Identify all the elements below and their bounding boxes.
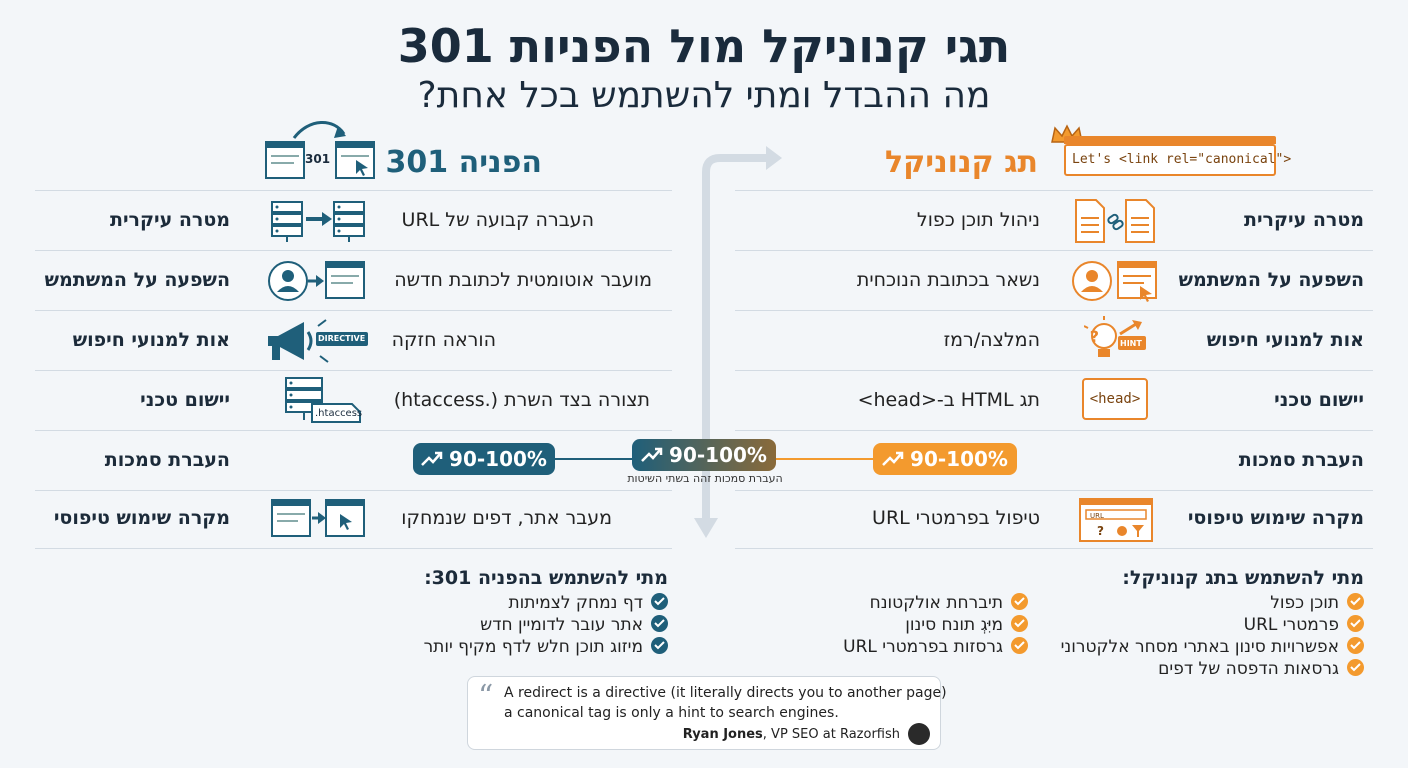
row-label-redirect: יישום טכני — [140, 389, 230, 411]
divider — [35, 490, 672, 491]
quote-mark-icon: “ — [478, 679, 494, 714]
server-transfer-icon — [268, 198, 368, 248]
divider — [35, 370, 672, 371]
hint-lightbulb-icon: ? — [1083, 316, 1148, 370]
divider — [735, 548, 1373, 549]
row-label-canonical: מטרה עיקרית — [1243, 209, 1364, 231]
row-label-canonical: יישום טכני — [1274, 389, 1364, 411]
divider — [735, 250, 1373, 251]
shared-authority-badge: 90-100% — [632, 439, 776, 471]
when-canonical-item: אפשרויות סינון באתרי מסחר אלקטרוני — [1061, 636, 1364, 658]
user-stays-icon — [1072, 258, 1160, 308]
divider — [735, 430, 1373, 431]
canonical-authority-badge: 90-100% — [873, 443, 1017, 475]
redirect-301-icon-label: 301 — [305, 152, 331, 166]
directive-icon-label: DIRECTIVE — [318, 334, 366, 343]
authority-note: העברת סמכות זהה בשתי השיטות — [627, 472, 783, 485]
trend-up-icon — [641, 447, 663, 462]
canonical-value: המלצה/רמז — [943, 329, 1040, 351]
check-icon — [651, 636, 668, 654]
head-tag-icon: <head> — [1082, 378, 1148, 420]
canonical-value: תג HTML ב-<head> — [857, 389, 1040, 411]
divider — [35, 548, 672, 549]
canonical-value: טיפול בפרמטרי URL — [872, 507, 1040, 529]
redirect-value: תצורה בצד השרת (.htaccess) — [393, 389, 650, 411]
divider — [35, 310, 672, 311]
divider — [735, 310, 1373, 311]
row-label-redirect: אות למנועי חיפוש — [72, 329, 230, 351]
divider — [735, 190, 1373, 191]
canonical-code-sample: Let's <link rel="canonical"> — [1064, 136, 1291, 176]
row-label-canonical: מקרה שימוש טיפוסי — [1187, 507, 1364, 529]
row-label-redirect: השפעה על המשתמש — [44, 269, 230, 291]
redirect-value: הוראה חזקה — [391, 329, 496, 351]
redirect-authority-badge: 90-100% — [413, 443, 555, 475]
check-icon — [1011, 592, 1028, 610]
hint-icon-label: HINT — [1120, 339, 1142, 348]
when-redirect-item: אתר עובר לדומיין חדש — [480, 614, 668, 636]
trend-up-icon — [882, 451, 904, 466]
url-icon-label: URL — [1090, 512, 1104, 520]
canonical-heading: תג קנוניקל — [885, 145, 1038, 180]
svg-text:?: ? — [1090, 327, 1099, 346]
connector-line — [555, 458, 635, 460]
canonical-value: ניהול תוכן כפול — [916, 209, 1040, 231]
when-canonical-item: מיִּגְ תונח סינון — [905, 614, 1028, 636]
divider — [735, 490, 1373, 491]
check-icon — [1347, 592, 1364, 610]
megaphone-directive-icon — [264, 316, 372, 370]
svg-text:?: ? — [1097, 524, 1104, 538]
divider — [35, 250, 672, 251]
row-label-redirect: מקרה שימוש טיפוסי — [53, 507, 230, 529]
divider — [35, 190, 672, 191]
quote-line: A redirect is a directive (it literally … — [504, 685, 947, 701]
page-subtitle: מה ההבדל ומתי להשתמש בכל אחת? — [417, 75, 991, 116]
check-icon — [1011, 614, 1028, 632]
when-redirect-item: דף נמחק לצמיתות — [508, 592, 668, 614]
check-icon — [651, 614, 668, 632]
page-title: תגי קנוניקל מול הפניות 301 — [397, 19, 1011, 73]
divider — [735, 370, 1373, 371]
when-canonical-title: מתי להשתמש בתג קנוניקל: — [1122, 567, 1364, 589]
row-label-redirect: מטרה עיקרית — [109, 209, 230, 231]
check-icon — [651, 592, 668, 610]
redirect-value: מועבר אוטומטית לכתובת חדשה — [394, 269, 652, 291]
check-icon — [1347, 658, 1364, 676]
redirect-301-icon — [264, 120, 376, 186]
site-migration-icon — [270, 498, 366, 546]
row-label-redirect: העברת סמכות — [104, 449, 230, 471]
center-connector-arrow — [690, 142, 790, 546]
when-canonical-item: פרמטרי URL — [1244, 614, 1364, 636]
when-redirect-title: מתי להשתמש בהפניה 301: — [424, 567, 668, 589]
redirect-value: מעבר אתר, דפים שנמחקו — [401, 507, 612, 529]
user-redirect-icon — [268, 258, 368, 308]
check-icon — [1347, 636, 1364, 654]
quote-box: “ A redirect is a directive (it literall… — [467, 676, 947, 750]
trend-up-icon — [421, 451, 443, 466]
quote-author: Ryan Jones, VP SEO at Razorfish — [682, 727, 900, 742]
check-icon — [1347, 614, 1364, 632]
when-redirect-item: מיזוג תוכן חלש לדף מקיף יותר — [424, 636, 668, 658]
row-label-canonical: השפעה על המשתמש — [1178, 269, 1364, 291]
avatar — [908, 723, 930, 745]
duplicate-pages-icon — [1074, 198, 1158, 248]
row-label-canonical: אות למנועי חיפוש — [1206, 329, 1364, 351]
quote-line: a canonical tag is only a hint to search… — [504, 705, 839, 721]
url-parameters-icon: ? — [1078, 497, 1154, 547]
row-label-canonical: העברת סמכות — [1238, 449, 1364, 471]
when-canonical-item: גרסזות בפרמטרי URL — [843, 636, 1028, 658]
when-canonical-item: גרסאות הדפסה של דפים — [1158, 658, 1364, 680]
divider — [35, 430, 672, 431]
redirect-value: העברה קבועה של URL — [401, 209, 594, 231]
htaccess-icon-label: .htaccess — [315, 408, 363, 419]
check-icon — [1011, 636, 1028, 654]
htaccess-server-icon — [282, 374, 364, 428]
canonical-value: נשאר בכתובת הנוכחית — [856, 269, 1040, 291]
when-canonical-item: תוכן כפול — [1270, 592, 1364, 614]
redirect-heading: הפניה 301 — [385, 145, 542, 180]
when-canonical-item: תיברחת אולקטונח — [870, 592, 1028, 614]
connector-line — [776, 458, 874, 460]
